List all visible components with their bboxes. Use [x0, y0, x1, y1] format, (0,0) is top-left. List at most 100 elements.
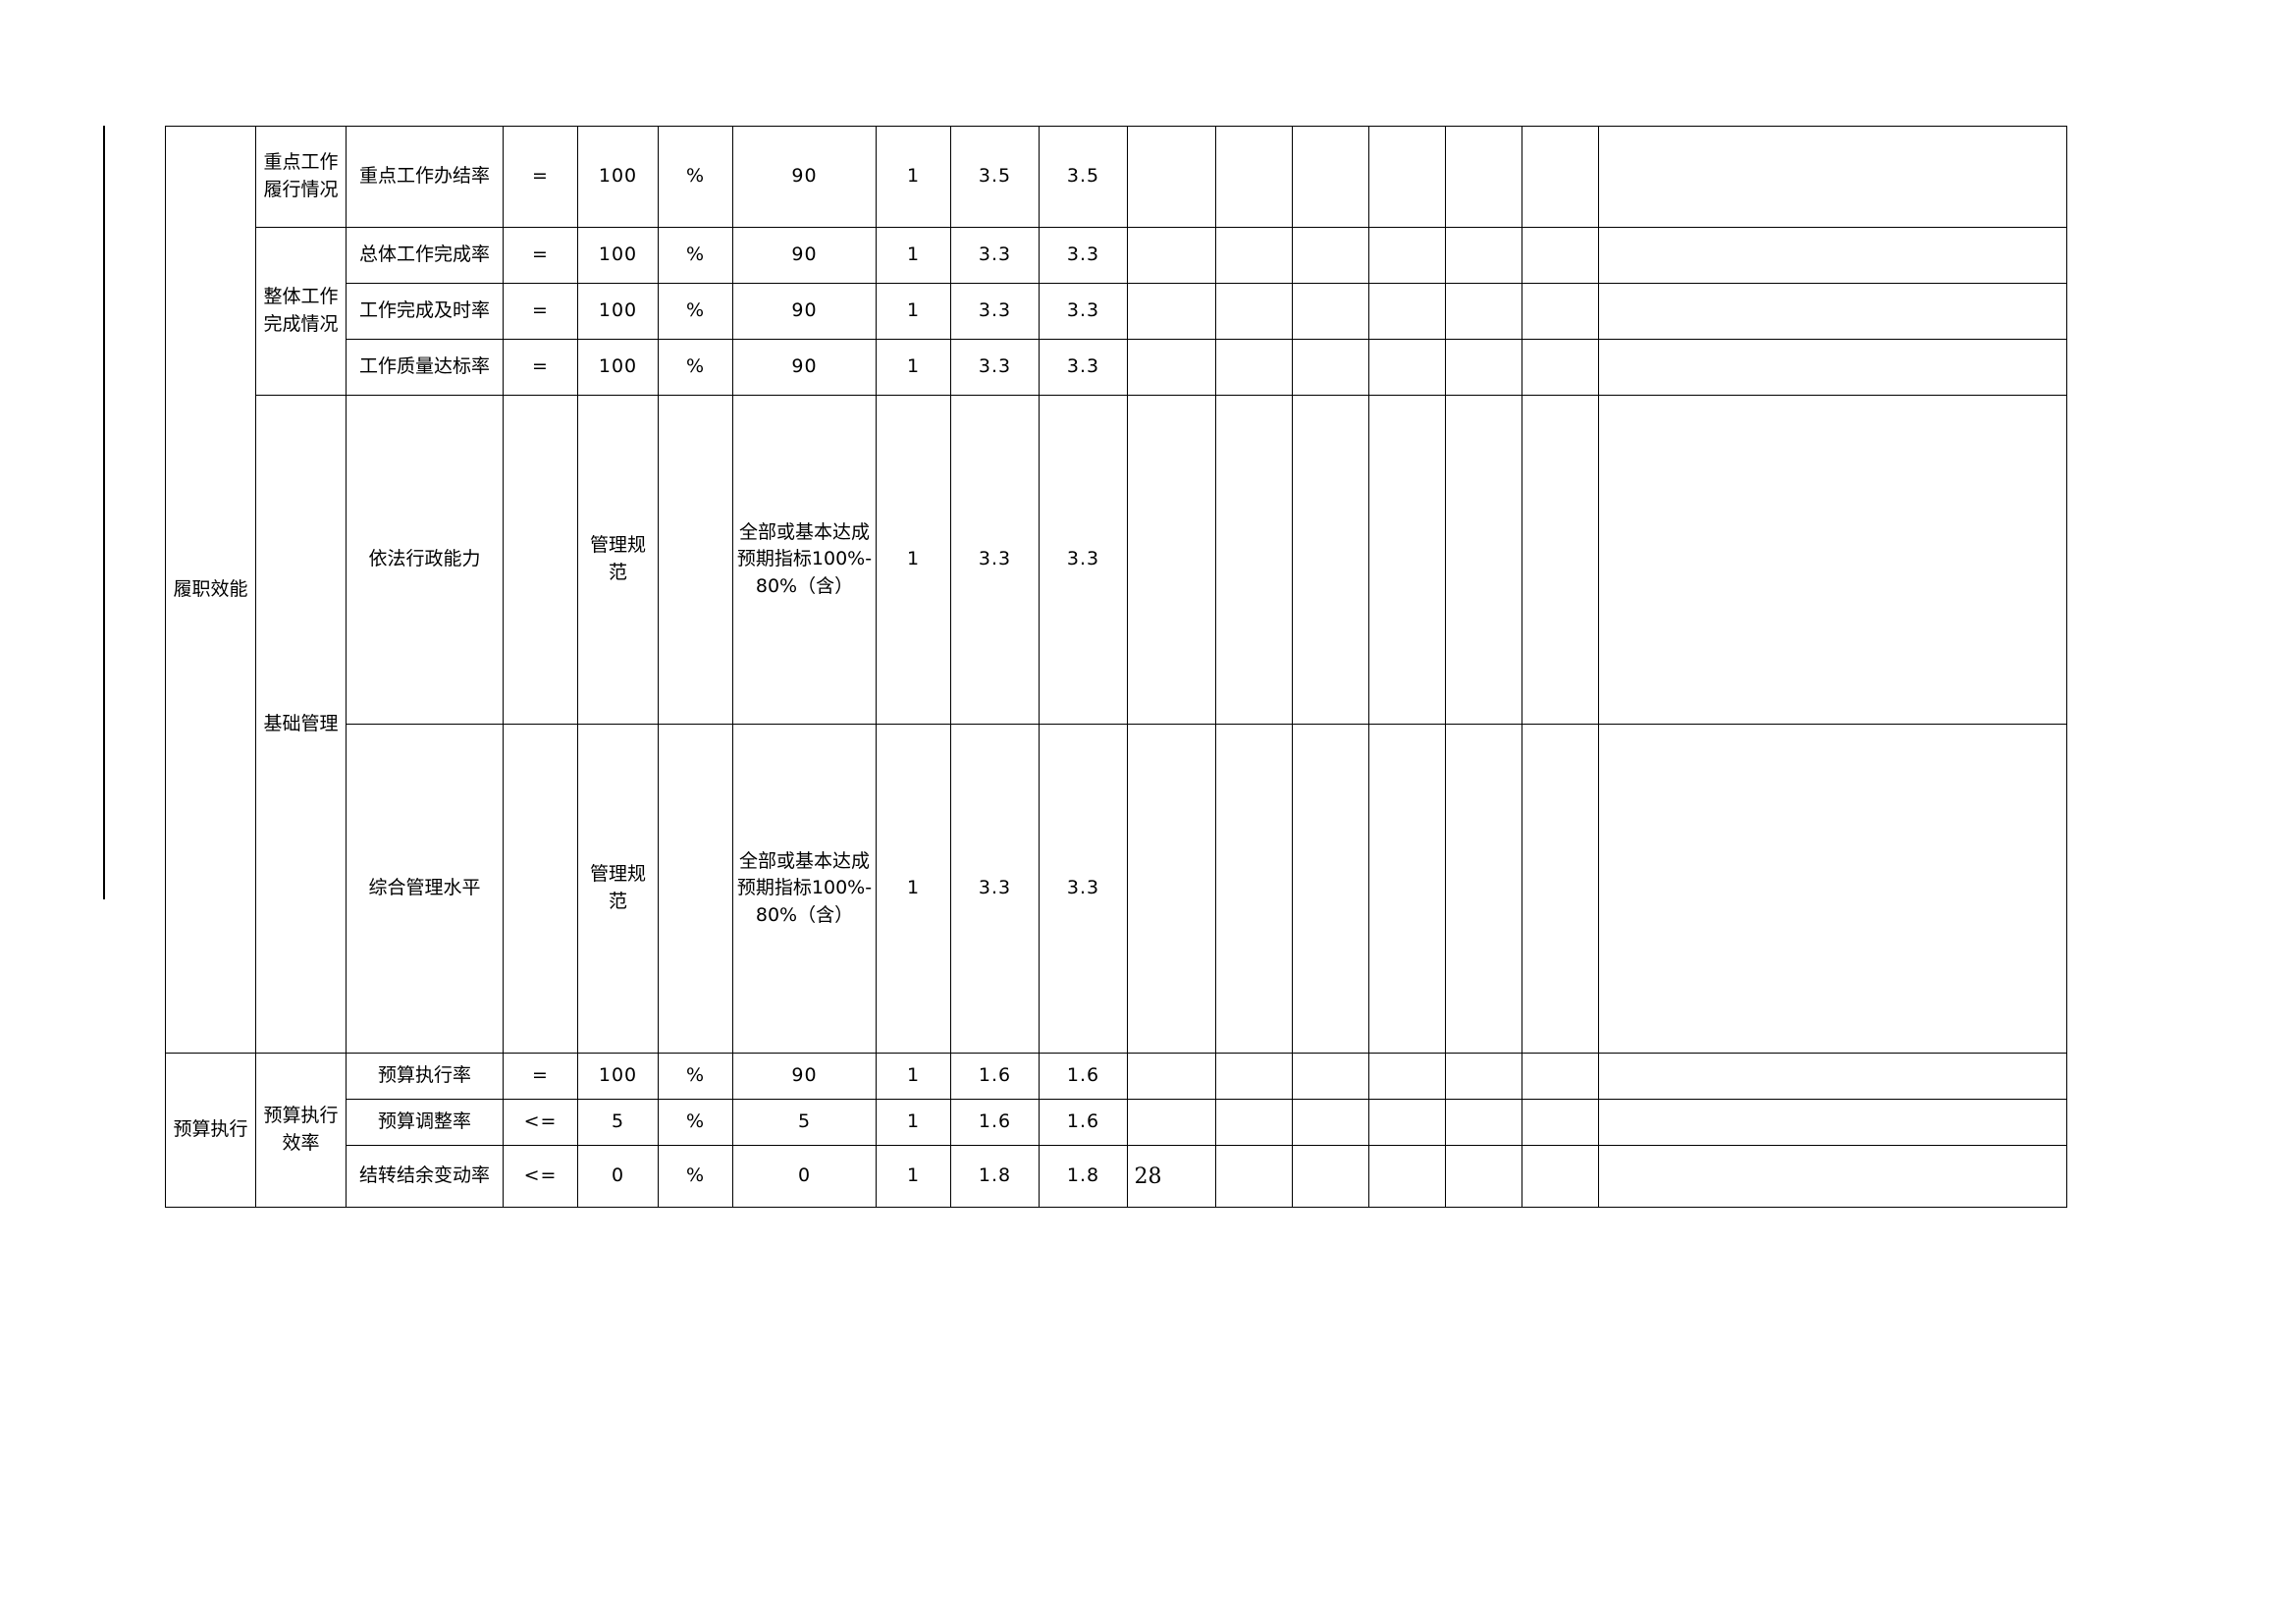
- cell-target: 90: [732, 227, 877, 284]
- cell-extra2: [1215, 1099, 1293, 1146]
- cell-unit: [658, 724, 733, 1054]
- cell-operator: =: [503, 1053, 578, 1100]
- cell-score: 3.3: [950, 724, 1040, 1054]
- cell-weight: 1: [876, 227, 951, 284]
- cell-extra2: [1215, 724, 1293, 1054]
- cell-actual: 1.6: [1039, 1099, 1128, 1146]
- cell-extra4: [1368, 1145, 1446, 1208]
- cell-extra3: [1292, 339, 1369, 396]
- cell-operator: [503, 395, 578, 725]
- cell-extra5: [1445, 339, 1522, 396]
- cell-extra6: [1522, 283, 1599, 340]
- cell-extra1: [1127, 126, 1216, 228]
- cell-extra2: [1215, 1053, 1293, 1100]
- table-row: 工作完成及时率 = 100 % 90 1 3.3 3.3: [166, 283, 2067, 340]
- cell-score: 3.3: [950, 227, 1040, 284]
- cell-remark: [1598, 126, 2067, 228]
- cell-extra2: [1215, 395, 1293, 725]
- cell-standard: 5: [577, 1099, 659, 1146]
- cell-extra1: [1127, 227, 1216, 284]
- cell-extra3: [1292, 395, 1369, 725]
- cell-extra1: [1127, 339, 1216, 396]
- cell-extra3: [1292, 126, 1369, 228]
- cell-weight: 1: [876, 339, 951, 396]
- cell-extra3: [1292, 1053, 1369, 1100]
- cell-extra6: [1522, 126, 1599, 228]
- cell-extra5: [1445, 126, 1522, 228]
- cell-weight: 1: [876, 283, 951, 340]
- cell-remark: [1598, 395, 2067, 725]
- cell-remark: [1598, 1145, 2067, 1208]
- table-row: 预算执行 预算执行效率 预算执行率 = 100 % 90 1 1.6 1.6: [165, 1053, 2067, 1208]
- cell-standard: 100: [577, 283, 659, 340]
- cell-level3: 结转结余变动率: [346, 1145, 504, 1208]
- cell-operator: <=: [503, 1145, 578, 1208]
- cell-extra3: [1292, 724, 1369, 1054]
- cell-extra2: [1215, 227, 1293, 284]
- page-number: 28: [1134, 1164, 1162, 1189]
- cell-extra5: [1445, 395, 1522, 725]
- cell-standard: 0: [577, 1145, 659, 1208]
- table-row: 综合管理水平 管理规范 全部或基本达成预期指标100%-80%（含） 1 3.3…: [166, 724, 2067, 1054]
- cell-extra4: [1368, 339, 1446, 396]
- table-row: 工作质量达标率 = 100 % 90 1 3.3 3.3: [166, 339, 2067, 396]
- cell-target: 全部或基本达成预期指标100%-80%（含）: [732, 395, 877, 725]
- cell-score: 1.6: [950, 1099, 1040, 1146]
- cell-level1-lvxiao: 履职效能: [165, 126, 256, 1054]
- cell-target: 90: [732, 339, 877, 396]
- cell-extra1: [1127, 283, 1216, 340]
- cell-level3: 工作完成及时率: [346, 283, 504, 340]
- cell-unit: %: [658, 283, 733, 340]
- cell-score: 3.3: [950, 395, 1040, 725]
- cell-level3: 总体工作完成率: [346, 227, 504, 284]
- cell-unit: %: [658, 1145, 733, 1208]
- cell-unit: %: [658, 126, 733, 228]
- cell-score: 3.5: [950, 126, 1040, 228]
- cell-extra4: [1368, 283, 1446, 340]
- cell-extra6: [1522, 1099, 1599, 1146]
- cell-extra1: [1127, 395, 1216, 725]
- cell-extra2: [1215, 283, 1293, 340]
- cell-remark: [1598, 227, 2067, 284]
- cell-actual: 3.5: [1039, 126, 1128, 228]
- cell-extra5: [1445, 724, 1522, 1054]
- cell-level2-jichu: 基础管理: [255, 395, 347, 1054]
- cell-unit: %: [658, 1053, 733, 1100]
- cell-extra6: [1522, 724, 1599, 1054]
- cell-score: 3.3: [950, 339, 1040, 396]
- cell-unit: %: [658, 227, 733, 284]
- cell-extra6: [1522, 227, 1599, 284]
- cell-extra5: [1445, 227, 1522, 284]
- cell-extra5: [1445, 1053, 1522, 1100]
- table-row: 履职效能 重点工作履行情况 重点工作办结率 = 100 % 90 1 3.5 3…: [165, 126, 2067, 1054]
- cell-target: 90: [732, 126, 877, 228]
- cell-extra3: [1292, 227, 1369, 284]
- cell-extra4: [1368, 1053, 1446, 1100]
- cell-extra1: [1127, 724, 1216, 1054]
- table-row: 基础管理 依法行政能力 管理规范 全部或基本达成预期指标100%-80%（含） …: [166, 395, 2067, 1054]
- table-row: 预算调整率 <= 5 % 5 1 1.6 1.6: [166, 1099, 2067, 1146]
- cell-score: 1.8: [950, 1145, 1040, 1208]
- cell-extra3: [1292, 1099, 1369, 1146]
- cell-standard: 管理规范: [577, 724, 659, 1054]
- cell-standard: 100: [577, 1053, 659, 1100]
- cell-operator: =: [503, 283, 578, 340]
- cell-extra4: [1368, 126, 1446, 228]
- cell-score: 1.6: [950, 1053, 1040, 1100]
- cell-operator: =: [503, 227, 578, 284]
- cell-actual: 3.3: [1039, 227, 1128, 284]
- performance-table-wrapper: 履职效能 重点工作履行情况 重点工作办结率 = 100 % 90 1 3.5 3…: [165, 126, 2067, 1208]
- cell-remark: [1598, 1099, 2067, 1146]
- cell-actual: 3.3: [1039, 395, 1128, 725]
- cell-actual: 1.6: [1039, 1053, 1128, 1100]
- cell-weight: 1: [876, 126, 951, 228]
- cell-extra3: [1292, 1145, 1369, 1208]
- cell-extra5: [1445, 1145, 1522, 1208]
- binding-margin-line: [103, 126, 105, 899]
- cell-operator: =: [503, 339, 578, 396]
- cell-unit: %: [658, 1099, 733, 1146]
- cell-extra1: [1127, 1145, 1216, 1208]
- cell-weight: 1: [876, 1145, 951, 1208]
- cell-actual: 3.3: [1039, 724, 1128, 1054]
